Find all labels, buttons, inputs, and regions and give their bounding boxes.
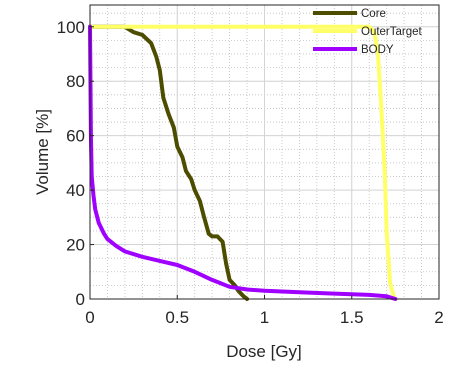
legend-label-core: Core <box>361 8 386 20</box>
x-tick-label: 0.5 <box>165 308 189 327</box>
y-tick-label: 0 <box>76 290 85 309</box>
x-tick-label: 2 <box>434 308 443 327</box>
legend-label-outertarget: OuterTarget <box>361 26 423 38</box>
legend: Core OuterTarget BODY <box>313 8 423 56</box>
x-axis-ticks: 0 0.5 1 1.5 2 <box>85 295 444 327</box>
y-tick-label: 40 <box>66 181 85 200</box>
series-line-outertarget <box>88 24 398 301</box>
y-tick-label: 80 <box>66 72 85 91</box>
y-axis-ticks: 0 20 40 60 80 100 <box>57 18 94 309</box>
x-tick-label: 1.5 <box>340 308 364 327</box>
series-layer <box>88 24 398 301</box>
x-tick-label: 1 <box>260 308 269 327</box>
legend-label-body: BODY <box>361 44 394 56</box>
y-tick-label: 20 <box>66 236 85 255</box>
y-tick-label: 100 <box>57 18 85 37</box>
x-tick-label: 0 <box>85 308 94 327</box>
x-axis-label: Dose [Gy] <box>226 342 302 361</box>
y-axis-label: Volume [%] <box>33 109 52 195</box>
y-tick-label: 60 <box>66 127 85 146</box>
series-line-core <box>88 24 250 301</box>
series-line-body <box>88 24 398 301</box>
